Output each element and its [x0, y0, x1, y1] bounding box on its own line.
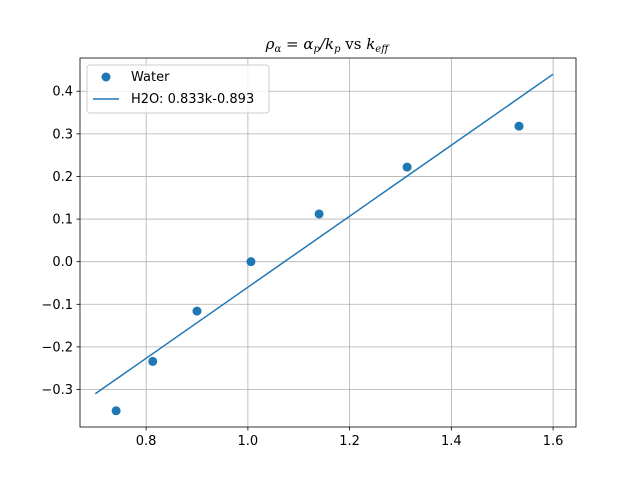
scatter-layer [111, 121, 524, 416]
legend-label-fit: H2O: 0.833k-0.893 [131, 92, 254, 107]
grid [80, 58, 576, 427]
data-point [148, 356, 158, 366]
legend-marker-water [101, 72, 111, 82]
axis-ticks: 0.8 1.0 1.2 1.4 1.6 −0.3 −0.2 −0.1 0.0 0.1 0.2 0.3 0… [41, 85, 563, 449]
y-tick-label: −0.3 [41, 383, 73, 398]
data-point [402, 162, 412, 172]
y-tick-label: 0.0 [52, 255, 73, 270]
legend-box [86, 64, 270, 114]
y-tick-label: 0.1 [52, 213, 73, 228]
x-tick-label: 1.4 [441, 434, 462, 449]
data-point [514, 121, 524, 131]
y-tick-label: 0.4 [52, 85, 73, 100]
y-tick-label: 0.2 [52, 170, 73, 185]
data-point [111, 406, 121, 416]
y-tick-label: −0.1 [41, 298, 73, 313]
x-tick-label: 1.6 [543, 434, 564, 449]
data-point [192, 306, 202, 316]
legend: Water H2O: 0.833k-0.893 [86, 64, 270, 114]
fit-line-layer [94, 73, 554, 395]
plot-frame [79, 57, 577, 428]
fit-line [94, 73, 554, 395]
chart-title: ρα = αp/kp vs keff [265, 35, 391, 55]
legend-label-water: Water [131, 70, 170, 85]
data-point [246, 257, 256, 267]
data-point [314, 209, 324, 219]
x-tick-label: 1.0 [238, 434, 259, 449]
y-tick-label: −0.2 [41, 340, 73, 355]
x-tick-label: 1.2 [339, 434, 360, 449]
x-tick-label: 0.8 [136, 434, 157, 449]
y-tick-label: 0.3 [52, 127, 73, 142]
